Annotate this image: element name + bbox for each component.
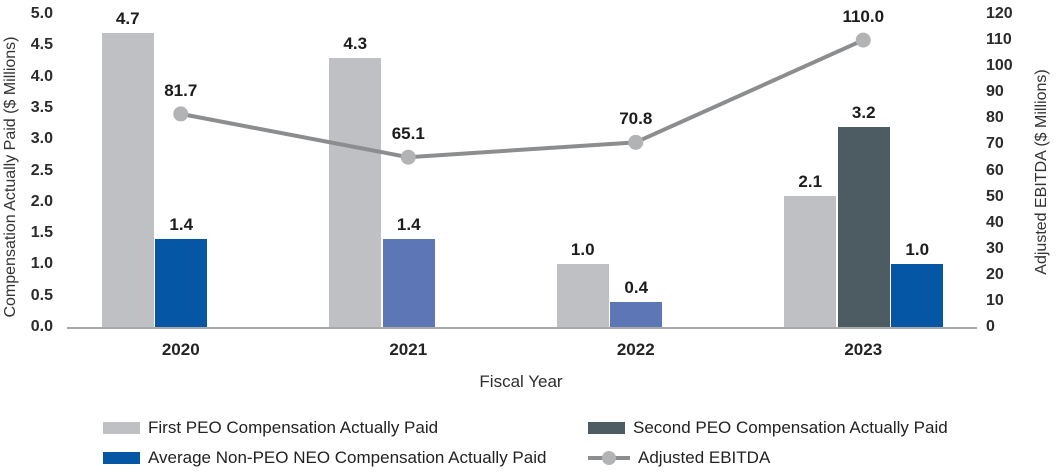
bar [101, 32, 154, 327]
legend-bar-swatch [103, 422, 140, 434]
bar-value-label: 3.2 [851, 102, 876, 122]
x-axis-line [67, 327, 977, 329]
right-axis-tick-label: 120 [986, 5, 1013, 22]
left-axis-tick-label: 1.5 [30, 224, 53, 242]
legend-bar-swatch [103, 452, 140, 464]
right-axis-tick-label: 90 [986, 83, 1004, 101]
bar [382, 239, 435, 327]
left-axis-tick-label: 4.0 [30, 67, 53, 85]
ebitda-marker [400, 149, 416, 165]
bar-value-label: 1.4 [169, 215, 194, 235]
bar [837, 126, 890, 327]
bar [891, 264, 944, 327]
legend-item: First PEO Compensation Actually Paid [103, 417, 438, 439]
legend-label: Adjusted EBITDA [638, 448, 771, 467]
bar [155, 239, 208, 327]
right-axis-tick-label: 60 [986, 161, 1004, 179]
bar [556, 264, 609, 327]
right-axis-tick-label: 30 [986, 239, 1004, 257]
legend-line-marker [602, 451, 616, 465]
x-tick-label: 2021 [389, 340, 428, 359]
bar-value-label: 4.3 [343, 33, 368, 53]
right-axis-tick-label: 70 [986, 135, 1004, 153]
x-tick-label: 2023 [844, 340, 883, 359]
x-tick-label: 2022 [616, 340, 655, 359]
right-axis-tick-label: 110 [986, 31, 1012, 49]
ebitda-value-label: 110.0 [842, 7, 885, 27]
bar-value-label: 4.7 [115, 8, 140, 28]
right-axis-tick-label: 0 [986, 318, 995, 335]
ebitda-marker [628, 134, 644, 150]
left-axis-tick-label: 0.0 [30, 318, 53, 335]
right-axis-tick-label: 50 [986, 187, 1004, 205]
right-axis-tick-label: 40 [986, 213, 1004, 231]
left-axis-tick-label: 3.5 [30, 98, 53, 116]
legend-bar-swatch [588, 422, 625, 434]
ebitda-value-label: 70.8 [619, 109, 653, 129]
legend-item: Average Non-PEO NEO Compensation Actuall… [103, 447, 546, 469]
legend-label: Second PEO Compensation Actually Paid [633, 418, 948, 437]
legend-label: First PEO Compensation Actually Paid [148, 418, 439, 437]
legend-label: Average Non-PEO NEO Compensation Actuall… [148, 448, 547, 467]
left-axis-tick-label: 4.5 [30, 36, 53, 54]
bar-value-label: 2.1 [798, 171, 823, 191]
legend-item: Adjusted EBITDA [588, 447, 770, 469]
left-axis-tick-label: 3.0 [30, 130, 53, 148]
bar [784, 195, 837, 327]
legend-line-swatch [588, 447, 630, 469]
right-axis-tick-label: 20 [986, 265, 1004, 283]
bar [610, 301, 663, 327]
left-axis-tick-label: 1.0 [30, 255, 53, 273]
left-axis-tick-label: 0.5 [30, 286, 53, 304]
left-axis-tick-label: 2.0 [30, 192, 53, 210]
ebitda-value-label: 81.7 [164, 80, 198, 100]
bar-value-label: 0.4 [624, 277, 649, 297]
right-axis-tick-label: 80 [986, 109, 1004, 127]
ebitda-line [180, 38, 865, 160]
bar-value-label: 1.4 [396, 215, 421, 235]
bar [329, 57, 382, 327]
left-axis-tick-label: 5.0 [30, 5, 53, 22]
ebitda-value-label: 65.1 [391, 124, 425, 144]
ebitda-marker [173, 106, 189, 122]
legend-item: Second PEO Compensation Actually Paid [588, 417, 948, 439]
right-axis-tick-label: 100 [986, 57, 1013, 75]
ebitda-marker [855, 32, 871, 48]
x-axis-title: Fiscal Year [479, 372, 563, 391]
left-axis-tick-label: 2.5 [30, 161, 53, 179]
bar-value-label: 1.0 [905, 240, 930, 260]
x-tick-label: 2020 [161, 340, 200, 359]
right-axis-tick-label: 10 [986, 291, 1004, 309]
bar-value-label: 1.0 [570, 240, 595, 260]
